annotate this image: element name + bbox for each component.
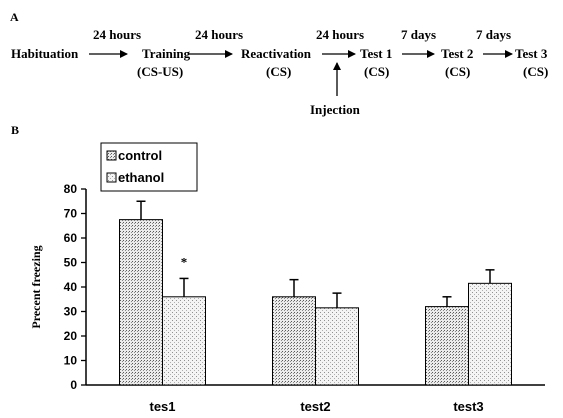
y-tick-label-6: 60	[64, 231, 78, 245]
injection-label: Injection	[310, 102, 361, 117]
legend-swatch-control	[106, 150, 117, 161]
bar-ethanol-tes1	[162, 296, 206, 386]
bars	[119, 200, 512, 386]
y-tick-label-8: 80	[64, 182, 78, 196]
y-tick-label-1: 10	[64, 354, 78, 368]
legend-label-ethanol: ethanol	[118, 170, 164, 185]
bar-control-tes1	[119, 219, 163, 386]
legend-box	[100, 142, 198, 192]
interval-2: 24 hours	[195, 27, 243, 42]
bar-control-test3	[425, 306, 469, 386]
interval-5: 7 days	[476, 27, 511, 42]
interval-4: 7 days	[401, 27, 436, 42]
x-tick-label-2: test3	[453, 399, 483, 414]
step-habituation: Habituation	[11, 46, 79, 61]
legend: control ethanol	[100, 142, 198, 192]
panel-b-label: B	[11, 123, 19, 137]
step-test2-sub: (CS)	[445, 64, 470, 79]
panel-a-label: A	[10, 10, 19, 24]
step-test1: Test 1	[360, 46, 392, 61]
legend-label-control: control	[118, 148, 162, 163]
y-ticks: 0 10 20 30 40 50 60 70 80	[64, 182, 86, 392]
y-tick-label-3: 30	[64, 305, 78, 319]
bar-ethanol-test2	[315, 307, 359, 386]
step-test1-sub: (CS)	[364, 64, 389, 79]
y-axis-label: Precent freezing	[29, 245, 43, 328]
y-tick-label-2: 20	[64, 329, 78, 343]
x-tick-labels: tes1 test2 test3	[149, 399, 483, 414]
y-tick-label-7: 70	[64, 207, 78, 221]
significance-marker-0: *	[181, 254, 188, 269]
step-test3: Test 3	[515, 46, 548, 61]
y-tick-label-0: 0	[70, 378, 77, 392]
legend-swatch-ethanol	[106, 172, 117, 183]
step-reactivation-sub: (CS)	[266, 64, 291, 79]
y-tick-label-4: 40	[64, 280, 78, 294]
step-test3-sub: (CS)	[523, 64, 548, 79]
interval-3: 24 hours	[316, 27, 364, 42]
timeline-diagram: A Habituation Training (CS-US) Reactivat…	[10, 10, 548, 117]
bar-ethanol-test3	[468, 282, 512, 386]
x-tick-label-1: test2	[300, 399, 330, 414]
annotations: *	[181, 254, 188, 269]
step-training-sub: (CS-US)	[137, 64, 183, 79]
step-training: Training	[142, 46, 191, 61]
step-reactivation: Reactivation	[241, 46, 312, 61]
interval-1: 24 hours	[93, 27, 141, 42]
step-test2: Test 2	[441, 46, 473, 61]
x-tick-label-0: tes1	[149, 399, 175, 414]
bar-control-test2	[272, 296, 316, 386]
y-tick-label-5: 50	[64, 256, 78, 270]
